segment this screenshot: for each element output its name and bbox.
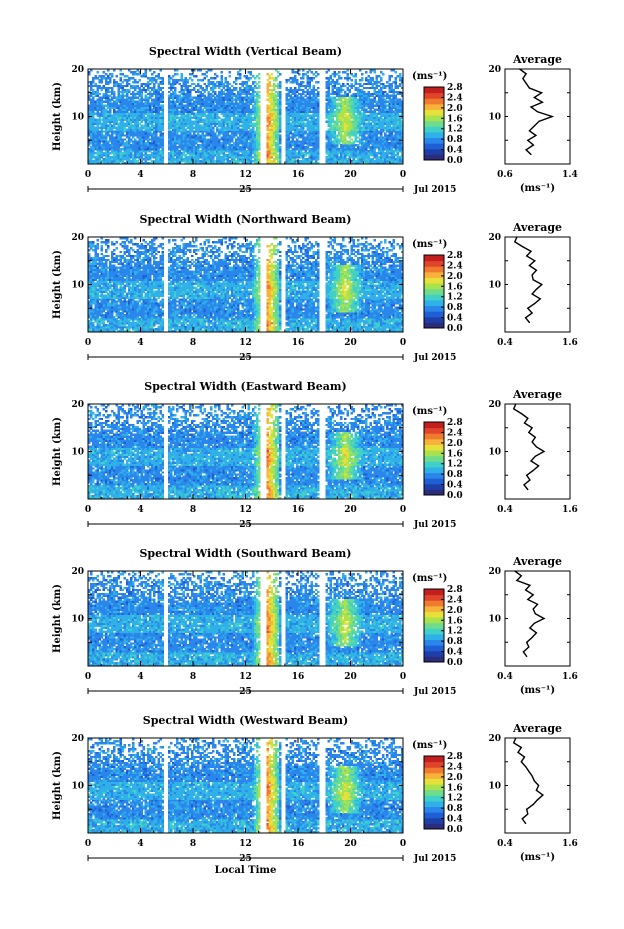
heatmap-cell: [258, 101, 261, 103]
heatmap-cell: [239, 73, 242, 75]
heatmap-cell: [214, 91, 217, 93]
panel-1: Spectral Width (Vertical Beam)1020Height…: [52, 45, 578, 195]
heatmap-cell: [216, 75, 219, 77]
heatmap-cell: [258, 105, 261, 107]
heatmap-cell: [250, 71, 253, 73]
heatmap-cell: [162, 91, 165, 93]
heatmap-cell: [162, 132, 165, 134]
heatmap-cell: [220, 71, 223, 73]
heatmap-cell: [279, 146, 282, 148]
heatmap-cell: [258, 73, 261, 75]
heatmap-cell: [206, 75, 209, 77]
heatmap-cell: [235, 83, 238, 85]
heatmap-cell: [229, 75, 232, 77]
heatmap-cell: [99, 93, 102, 95]
heatmap-cells: [88, 69, 403, 164]
heatmap-cell: [176, 73, 179, 75]
heatmap-cell: [162, 77, 165, 79]
heatmap-cell: [96, 71, 99, 73]
heatmap-cell: [162, 105, 165, 107]
heatmap-cell: [111, 73, 114, 75]
heatmap-cell: [174, 87, 177, 89]
heatmap-cell: [279, 73, 282, 75]
heatmap-cell: [258, 152, 261, 154]
heatmap-cell: [269, 81, 272, 83]
heatmap-cell: [220, 75, 223, 77]
heatmap-cell: [157, 73, 160, 75]
heatmap-cell: [258, 77, 261, 79]
heatmap-cell: [258, 91, 261, 93]
heatmap-cell: [153, 71, 156, 73]
heatmap-cell: [271, 73, 274, 75]
heatmap-cell: [195, 75, 198, 77]
heatmap-cell: [138, 79, 141, 81]
heatmap-cell: [258, 81, 261, 83]
heatmap-cell: [235, 87, 238, 89]
heatmap-cell: [258, 85, 261, 87]
heatmap-cell: [279, 134, 282, 136]
heatmap-cell: [258, 95, 261, 97]
heatmap-cell: [113, 91, 116, 93]
heatmap-cell: [191, 79, 194, 81]
heatmap-cell: [279, 91, 282, 93]
heatmap-cell: [162, 87, 165, 89]
heatmap-cell: [279, 81, 282, 83]
heatmap-cell: [229, 71, 232, 73]
panel-title: Spectral Width (Vertical Beam): [149, 45, 342, 58]
heatmap-cell: [120, 77, 123, 79]
heatmap-cell: [180, 73, 183, 75]
heatmap-cell: [225, 77, 228, 79]
heatmap-cell: [115, 75, 118, 77]
